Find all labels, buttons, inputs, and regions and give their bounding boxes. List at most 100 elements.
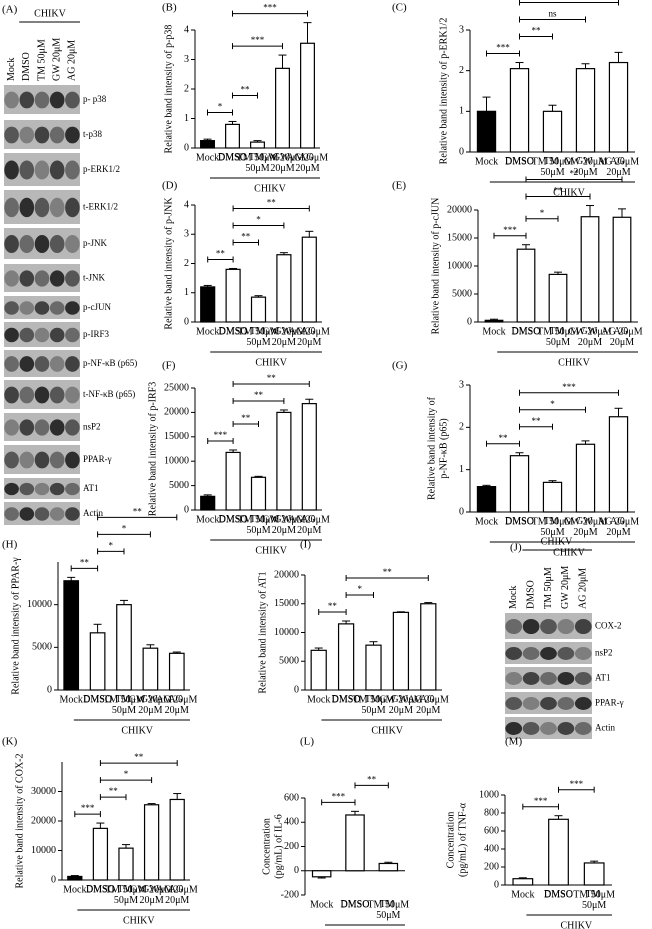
bar — [365, 644, 382, 691]
y-axis-label: Concentration — [445, 812, 456, 869]
blot-band — [557, 722, 575, 735]
panel-label: (A) — [2, 4, 18, 16]
significance-bracket — [232, 222, 285, 229]
panel-label: (M) — [505, 736, 522, 748]
error-bar — [554, 815, 563, 820]
row-label: COX-2 — [595, 621, 622, 631]
significance-label: *** — [81, 803, 95, 813]
blot-band — [4, 197, 19, 218]
error-bar — [147, 803, 156, 805]
significance-bracket — [99, 760, 178, 767]
panel-label: (B) — [162, 2, 177, 14]
group-label: CHIKV — [558, 357, 590, 368]
significance-bracket — [97, 548, 125, 555]
group-label: CHIKV — [254, 183, 286, 194]
blot-band — [505, 722, 523, 735]
row-label: p-IRF3 — [83, 329, 110, 339]
significance-label: * — [358, 584, 363, 594]
x-tick-label: GW 20μMGW 20μM — [262, 514, 305, 536]
error-bar — [146, 644, 155, 649]
group-label: CHIKV — [121, 725, 153, 736]
y-tick-label: 10000 — [31, 845, 56, 856]
significance-bracket — [207, 109, 233, 116]
bar — [276, 411, 292, 511]
significance-label: ** — [267, 373, 277, 383]
significance-label: *** — [251, 35, 265, 45]
significance-label: ** — [241, 85, 251, 95]
error-bar — [254, 475, 263, 478]
bar — [583, 862, 605, 886]
y-tick-label: 0 — [459, 506, 464, 517]
significance-bracket — [519, 33, 553, 40]
error-bar — [369, 641, 378, 646]
blot-band — [34, 301, 50, 315]
lane-label: AG 20μM — [578, 568, 589, 609]
group-label: CHIKV — [553, 547, 585, 558]
x-tick-label: Mock — [310, 899, 333, 910]
error-bar — [614, 51, 623, 63]
significance-bracket — [525, 193, 591, 200]
panel-label: (E) — [392, 180, 406, 192]
y-tick-label: 2 — [459, 65, 464, 76]
lane-label: AG 20μM — [67, 40, 78, 81]
bar — [580, 216, 600, 323]
bar — [142, 647, 159, 691]
blot-band — [49, 270, 65, 287]
error-bar — [96, 822, 105, 829]
error-bar — [228, 120, 237, 125]
blot-band — [505, 647, 523, 660]
significance-label: ** — [367, 774, 377, 784]
blot-band — [34, 451, 50, 469]
blot-band — [49, 160, 65, 180]
blot-band — [49, 91, 65, 109]
bar — [548, 818, 569, 886]
blot-band — [19, 327, 35, 343]
x-tick-label: DMSODMSO — [512, 326, 541, 337]
y-tick-label: 0 — [47, 684, 52, 695]
y-tick-label: 1 — [184, 287, 189, 298]
y-tick-label: 0 — [294, 684, 299, 695]
significance-label: ** — [241, 413, 251, 423]
bar — [89, 632, 106, 691]
significance-bracket — [486, 50, 520, 57]
error-bar — [614, 407, 623, 417]
blot-band — [540, 672, 557, 685]
lane-label: DMSO — [21, 52, 32, 81]
significance-label: ** — [254, 390, 264, 400]
error-bar — [490, 318, 498, 321]
bar — [118, 847, 134, 881]
x-tick-label: Mock — [196, 152, 219, 163]
bar — [420, 603, 437, 691]
y-tick-label: 10000 — [27, 599, 52, 610]
significance-bracket — [318, 609, 347, 615]
y-tick-label: 200 — [284, 841, 299, 852]
row-label: t-NF-κB (p65) — [83, 389, 135, 399]
significance-bracket — [493, 232, 527, 239]
x-tick-label: AG 20μMAG 20μM — [598, 516, 639, 538]
bar — [509, 455, 530, 513]
error-bar — [93, 623, 102, 633]
significance-bracket — [232, 380, 310, 387]
significance-label: ns — [548, 9, 557, 19]
bar — [575, 443, 596, 513]
x-tick-label: DMSODMSO — [219, 326, 248, 337]
error-bar — [351, 810, 359, 815]
blot-band — [4, 301, 19, 315]
significance-bracket — [486, 440, 520, 447]
bar — [169, 798, 185, 881]
x-tick-label: DMSODMSO — [505, 156, 534, 167]
y-tick-label: 3 — [459, 379, 464, 390]
row-label: nsP2 — [83, 422, 101, 432]
error-bar — [396, 611, 405, 613]
y-tick-label: 15000 — [164, 431, 189, 442]
blot-band — [49, 301, 65, 315]
blot-band — [34, 197, 50, 218]
blot-band — [34, 356, 50, 372]
y-axis-label: Relative band intensity of — [426, 396, 437, 500]
x-tick-label: AG 20μMAG 20μM — [601, 326, 642, 348]
blot-band — [34, 126, 50, 144]
y-tick-label: 10000 — [447, 260, 472, 271]
x-tick-label: GW 20μMGW 20μM — [564, 156, 607, 178]
significance-bracket — [232, 205, 310, 212]
y-tick-label: 400 — [284, 817, 299, 828]
